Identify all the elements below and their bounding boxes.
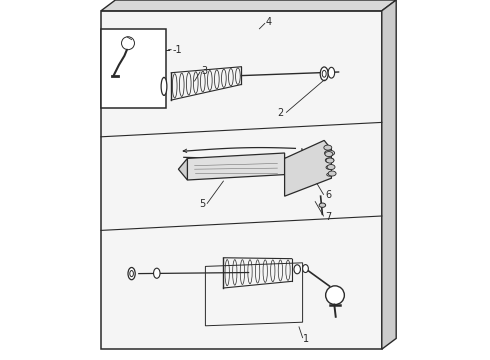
Ellipse shape (328, 67, 335, 78)
Text: -1: -1 (173, 45, 183, 55)
Ellipse shape (153, 268, 160, 278)
Ellipse shape (327, 173, 333, 176)
Ellipse shape (320, 67, 328, 81)
Ellipse shape (161, 77, 167, 95)
Ellipse shape (328, 171, 336, 176)
Polygon shape (101, 0, 396, 11)
Circle shape (326, 286, 344, 305)
Polygon shape (101, 11, 382, 349)
Ellipse shape (326, 166, 333, 169)
Ellipse shape (294, 265, 300, 274)
Ellipse shape (324, 145, 332, 150)
Ellipse shape (326, 158, 334, 163)
Text: 2: 2 (277, 108, 283, 118)
Text: 5: 5 (199, 199, 205, 210)
Text: 4: 4 (266, 17, 272, 27)
Polygon shape (382, 0, 396, 349)
Polygon shape (187, 153, 285, 180)
Ellipse shape (319, 203, 326, 207)
Text: 1: 1 (303, 334, 309, 344)
Ellipse shape (128, 267, 135, 280)
Text: 6: 6 (325, 190, 331, 200)
Ellipse shape (327, 165, 335, 170)
Text: 7: 7 (325, 212, 331, 222)
Text: 3: 3 (201, 66, 207, 76)
Ellipse shape (325, 158, 334, 163)
Ellipse shape (324, 150, 335, 156)
Bar (101, 29, 166, 108)
Polygon shape (285, 140, 331, 196)
Ellipse shape (303, 265, 308, 273)
Ellipse shape (325, 152, 333, 157)
Polygon shape (178, 158, 187, 180)
